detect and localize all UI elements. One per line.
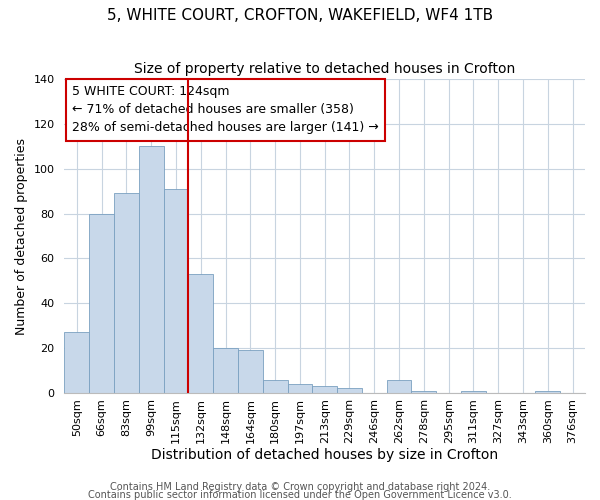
Bar bbox=[287, 384, 313, 393]
X-axis label: Distribution of detached houses by size in Crofton: Distribution of detached houses by size … bbox=[151, 448, 498, 462]
Bar bbox=[461, 390, 486, 393]
Bar bbox=[114, 194, 139, 393]
Y-axis label: Number of detached properties: Number of detached properties bbox=[15, 138, 28, 334]
Bar bbox=[337, 388, 362, 393]
Bar bbox=[139, 146, 164, 393]
Bar bbox=[313, 386, 337, 393]
Bar bbox=[164, 189, 188, 393]
Bar bbox=[213, 348, 238, 393]
Bar bbox=[64, 332, 89, 393]
Bar bbox=[238, 350, 263, 393]
Text: Contains public sector information licensed under the Open Government Licence v3: Contains public sector information licen… bbox=[88, 490, 512, 500]
Bar bbox=[412, 390, 436, 393]
Bar bbox=[386, 380, 412, 393]
Bar bbox=[188, 274, 213, 393]
Title: Size of property relative to detached houses in Crofton: Size of property relative to detached ho… bbox=[134, 62, 515, 76]
Bar bbox=[263, 380, 287, 393]
Text: 5 WHITE COURT: 124sqm
← 71% of detached houses are smaller (358)
28% of semi-det: 5 WHITE COURT: 124sqm ← 71% of detached … bbox=[72, 86, 379, 134]
Text: Contains HM Land Registry data © Crown copyright and database right 2024.: Contains HM Land Registry data © Crown c… bbox=[110, 482, 490, 492]
Bar bbox=[535, 390, 560, 393]
Text: 5, WHITE COURT, CROFTON, WAKEFIELD, WF4 1TB: 5, WHITE COURT, CROFTON, WAKEFIELD, WF4 … bbox=[107, 8, 493, 22]
Bar bbox=[89, 214, 114, 393]
